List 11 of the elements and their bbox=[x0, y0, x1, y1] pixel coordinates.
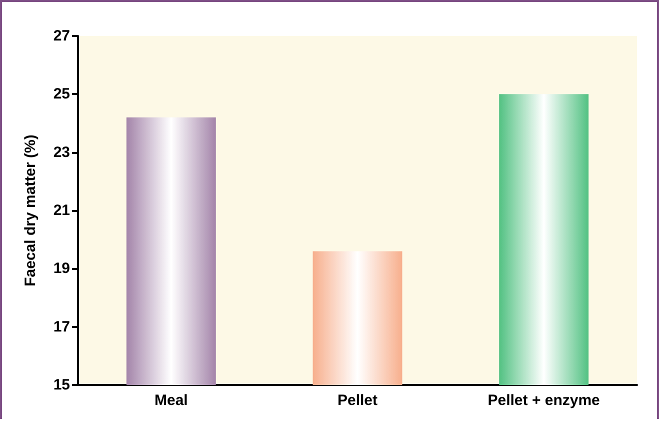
y-axis-title: Faecal dry matter (%) bbox=[22, 134, 39, 286]
y-tick-label: 25 bbox=[53, 86, 70, 103]
y-tick-label: 17 bbox=[53, 318, 70, 336]
y-tick-label: 19 bbox=[53, 260, 70, 278]
x-tick-label: Pellet + enzyme bbox=[488, 392, 600, 409]
y-tick-label: 27 bbox=[53, 28, 70, 44]
y-tick-label: 23 bbox=[53, 144, 70, 161]
x-tick-label: Pellet bbox=[337, 392, 378, 409]
x-tick-label: Meal bbox=[154, 392, 188, 409]
y-tick-label: 15 bbox=[53, 376, 70, 394]
y-tick-label: 21 bbox=[53, 202, 70, 219]
